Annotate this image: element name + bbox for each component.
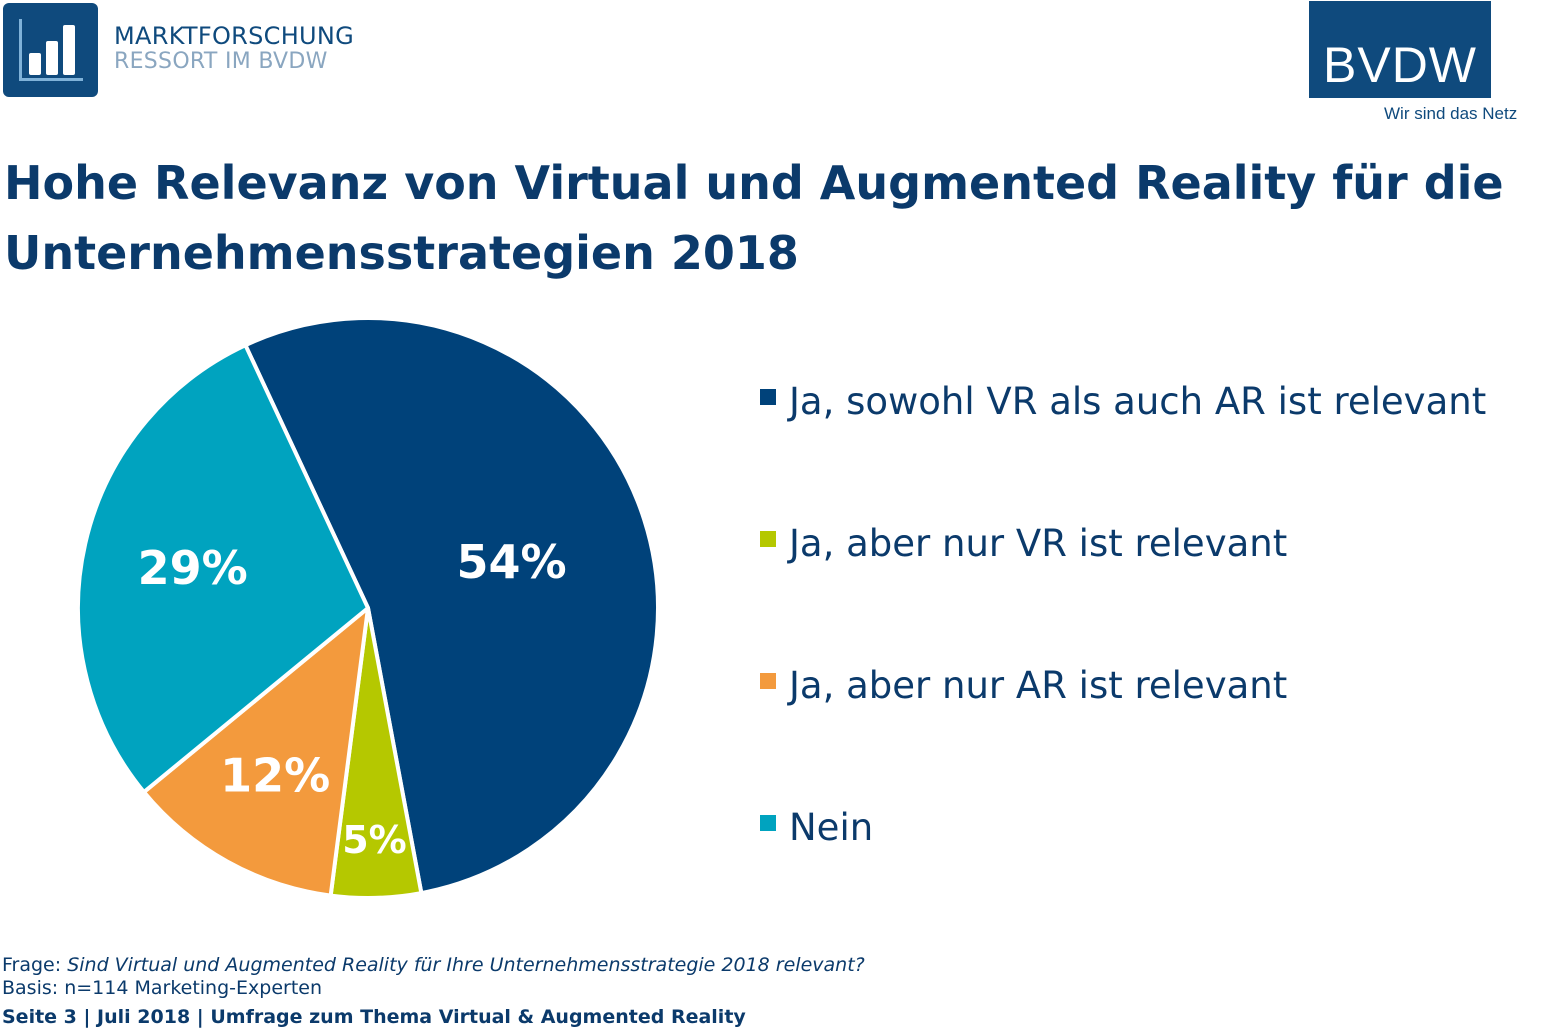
page-footer: Seite 3 | Juli 2018 | Umfrage zum Thema … (2, 1006, 746, 1028)
bvdw-logo-text: BVDW (1323, 37, 1477, 93)
question-line: Frage: Sind Virtual und Augmented Realit… (2, 954, 865, 977)
basis-line: Basis: n=114 Marketing-Experten (2, 977, 865, 1000)
pie-slice (141, 606, 370, 898)
pie-slice (76, 343, 370, 795)
brand-left-line2: RESSORT IM BVDW (114, 49, 328, 74)
page-title: Hohe Relevanz von Virtual und Augmented … (4, 156, 1504, 280)
bvdw-logo: BVDW (1309, 1, 1491, 98)
question-text: Sind Virtual und Augmented Reality für I… (67, 954, 865, 976)
basis-text: n=114 Marketing-Experten (64, 977, 323, 999)
legend-swatch (760, 531, 776, 547)
tagline: Wir sind das Netz (1384, 104, 1518, 123)
chart-notes: Frage: Sind Virtual und Augmented Realit… (2, 954, 865, 1000)
pie-labels: 54% 5% 12% 29% (138, 535, 567, 862)
pie-slice-label: 12% (220, 748, 330, 802)
pie-slices (76, 316, 660, 900)
legend-swatch (760, 389, 776, 405)
brand-left: MARKTFORSCHUNG RESSORT IM BVDW (114, 24, 354, 73)
pie-slice-label: 5% (342, 818, 407, 862)
marktforschung-logo-icon (3, 3, 98, 97)
legend-swatch (760, 815, 776, 831)
brand-left-line1: MARKTFORSCHUNG (114, 22, 355, 50)
legend-label: Ja, aber nur VR ist relevant (789, 522, 1288, 565)
legend-label: Nein (789, 806, 874, 849)
pie-slice-label: 54% (457, 535, 567, 589)
pie-slice (243, 316, 660, 896)
legend-label: Ja, sowohl VR als auch AR ist relevant (789, 380, 1487, 423)
legend-swatch (760, 673, 776, 689)
question-label: Frage: (2, 954, 62, 976)
basis-label: Basis: (2, 977, 59, 999)
legend-label: Ja, aber nur AR ist relevant (789, 664, 1288, 707)
pie-chart: 54% 5% 12% 29% (76, 316, 660, 900)
pie-slice-label: 29% (138, 541, 248, 595)
